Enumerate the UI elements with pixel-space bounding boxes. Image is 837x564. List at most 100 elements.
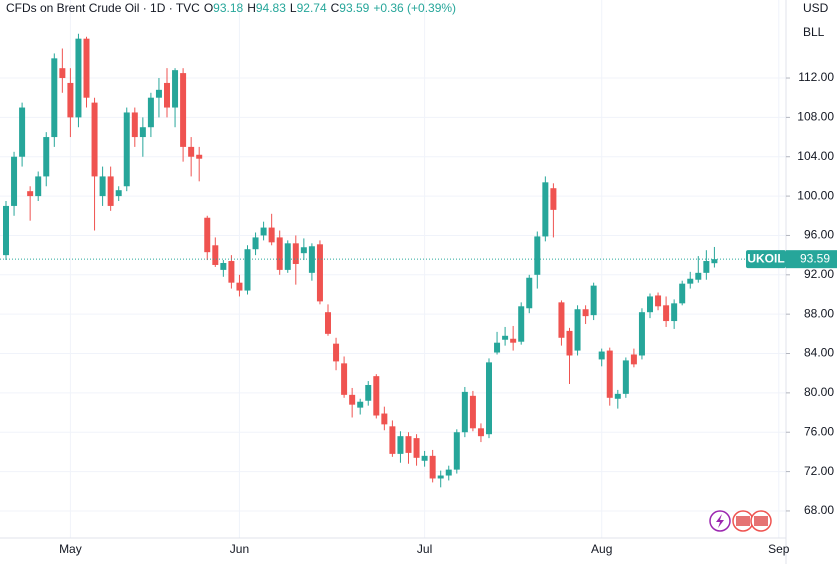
candle-body (11, 156, 18, 206)
unit: BLL (803, 25, 825, 39)
low-value: 92.74 (296, 1, 327, 15)
candle-body (365, 385, 372, 401)
candle-body (389, 426, 396, 454)
candle-body (19, 107, 26, 157)
candle-body (703, 261, 710, 273)
candle-body (413, 438, 420, 458)
candle-body (655, 295, 662, 307)
candle-body (155, 89, 162, 98)
candle-body (429, 455, 436, 479)
candle-body (647, 296, 653, 313)
candle-body (300, 247, 307, 254)
candle-body (679, 283, 686, 304)
candle-body (59, 68, 66, 79)
price-label-bg (786, 250, 837, 269)
candle-body (284, 243, 291, 270)
candle-body (276, 237, 283, 270)
icon (736, 516, 750, 526)
x-tick-label: Sep (768, 542, 790, 556)
x-tick-label: Aug (591, 542, 612, 556)
y-tick-label: 108.00 (797, 110, 834, 124)
candle-body (453, 432, 460, 470)
plot (0, 33, 786, 488)
ohlc-prefix: C (330, 1, 340, 15)
title: CFDs on Brent Crude Oil · 1D · TVC (6, 1, 200, 15)
candle-body (526, 277, 533, 309)
high-value: 94.83 (255, 1, 286, 15)
candle-body (582, 309, 589, 317)
candle-body (51, 58, 58, 138)
y-tick-label: 96.00 (804, 228, 834, 242)
y-tick-label: 80.00 (804, 385, 834, 399)
price-label: 93.59 (800, 251, 830, 265)
open-value: 93.18 (213, 1, 244, 15)
candle-body (123, 112, 130, 187)
x-tick-label: Jul (417, 542, 432, 556)
candle-body (550, 188, 557, 210)
candle-body (397, 436, 404, 454)
candle-body (671, 303, 678, 322)
ohlc-prefix: L (289, 1, 297, 15)
candle-body (405, 436, 412, 453)
candle-body (381, 413, 388, 425)
candle-body (558, 302, 565, 338)
candle-body (268, 227, 275, 243)
candle-body (75, 38, 82, 118)
candle-body (574, 309, 581, 351)
candle-body (131, 112, 138, 138)
candle-body (373, 376, 380, 416)
candle-body (614, 393, 621, 399)
candle-body (445, 469, 452, 476)
event-icons (709, 510, 772, 532)
candle-body (204, 217, 211, 253)
candle-body (91, 102, 98, 177)
candle-body (333, 343, 340, 362)
candle-body (308, 246, 315, 273)
candle-body (220, 262, 227, 270)
candle-body (510, 338, 517, 343)
candle-body (341, 363, 348, 395)
candle-body (542, 182, 549, 237)
x-tick-label: Jun (230, 542, 249, 556)
candle-body (486, 362, 492, 435)
candle-body (244, 249, 251, 291)
grid (0, 0, 786, 538)
currency: USD (803, 1, 829, 15)
candle-body (292, 243, 299, 264)
candle-body (606, 350, 613, 398)
candle-body (663, 305, 670, 322)
candle-body (180, 73, 187, 147)
candle-body (518, 306, 525, 342)
candle-body (188, 146, 195, 157)
candle-body (83, 38, 90, 98)
candle-body (711, 259, 718, 264)
candle-body (316, 244, 323, 302)
candle-body (598, 351, 605, 360)
y-tick-label: 104.00 (797, 149, 834, 163)
y-tick-label: 112.00 (798, 70, 834, 84)
candle-body (172, 70, 179, 108)
candle-body (252, 237, 259, 250)
candle-body (27, 191, 34, 197)
ohlc-prefix: H (247, 1, 256, 15)
candle-body (139, 127, 146, 138)
candle-body (196, 154, 203, 159)
candle-body (477, 428, 484, 437)
symbol-label-bg (746, 250, 786, 269)
ohlc: O93.18 (204, 0, 243, 16)
candle-body (534, 236, 541, 275)
close-value: 93.59 (339, 1, 370, 15)
candle-body (461, 391, 468, 433)
candle-body (622, 360, 629, 394)
candle-body (228, 261, 235, 283)
candle-body (687, 278, 694, 284)
candle-body (566, 330, 573, 356)
candle-body (421, 455, 428, 461)
y-tick-label: 100.00 (797, 188, 834, 202)
candle-body (437, 475, 444, 479)
x-tick-label: May (59, 542, 82, 556)
candle-body (469, 395, 476, 429)
